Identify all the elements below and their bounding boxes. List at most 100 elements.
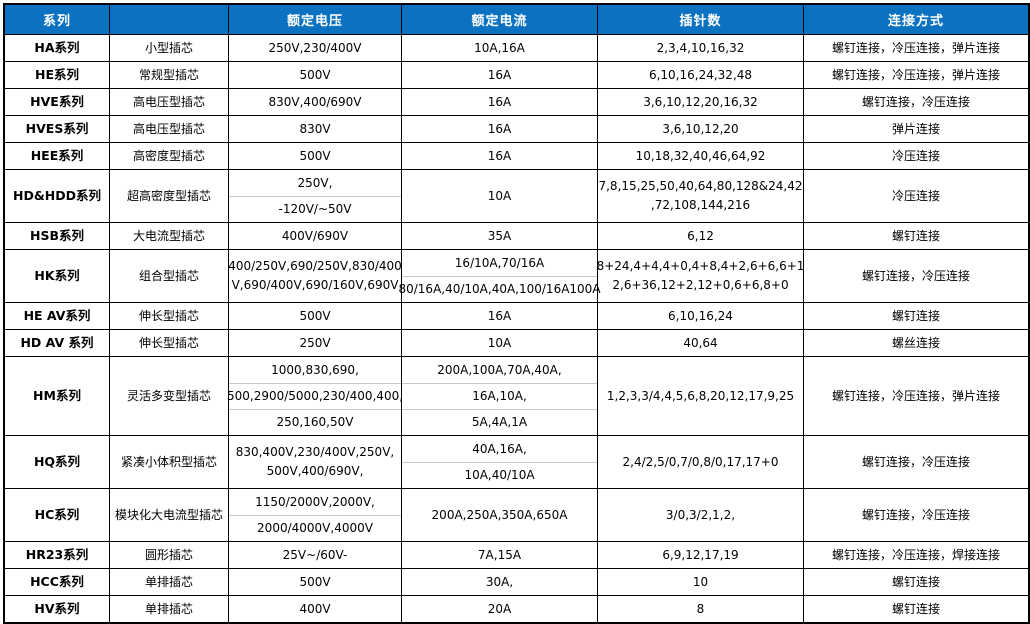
voltage-cell: 830V: [228, 116, 401, 142]
series-cell: HA系列: [5, 35, 109, 61]
voltage-cell: 1000,830,690, 500,2900/5000,230/400,400, 2…: [227, 357, 403, 435]
cell-line: 250V,: [297, 175, 333, 190]
table-row: HQ系列 紧凑小体积型插芯 830,400V,230/400V,250V, 500V,…: [5, 435, 1028, 488]
cell-line: 16A: [487, 67, 512, 82]
cell-line: 16A: [487, 94, 512, 109]
connection-cell: 螺钉连接: [803, 569, 1028, 595]
type-cell: 高电压型插芯: [109, 116, 228, 142]
voltage-cell: 400V: [228, 596, 401, 622]
series-cell: HV系列: [5, 596, 109, 622]
cell-line: 螺钉连接，冷压连接，弹片连接: [831, 67, 1000, 82]
cell-line: 20A: [487, 601, 512, 616]
cell-line: 5A,4A,1A: [402, 409, 597, 435]
cell-line: 40A,16A,: [472, 441, 527, 456]
series-cell: HEE系列: [5, 143, 109, 169]
voltage-cell: 500V: [228, 303, 401, 329]
cell-line: 螺丝连接: [891, 335, 940, 350]
cell-line: 螺钉连接，冷压连接，焊接连接: [831, 547, 1000, 562]
current-cell: 40A,16A, 10A,40/10A: [401, 436, 597, 488]
current-cell: 30A,: [401, 569, 597, 595]
current-cell: 16A: [401, 89, 597, 115]
column-header: 系列: [5, 5, 109, 34]
cell-line: 25V~/60V-: [282, 547, 348, 562]
cell-line: HD&HDD系列: [13, 188, 101, 204]
connection-cell: 弹片连接: [803, 116, 1028, 142]
cell-line: 16A: [487, 121, 512, 136]
cell-line: 250,160,50V: [229, 409, 401, 435]
cell-line: 冷压连接: [891, 148, 940, 163]
cell-line: 80/16A,40/10A,40A,100/16A100A: [398, 276, 601, 302]
voltage-cell: 830,400V,230/400V,250V, 500V,400/690V,: [228, 436, 401, 488]
type-cell: 组合型插芯: [109, 250, 228, 302]
cell-line: 螺钉连接，冷压连接: [861, 94, 970, 109]
connection-cell: 螺丝连接: [803, 330, 1028, 356]
cell-line: 小型插芯: [144, 40, 193, 55]
cell-line: 40,64: [683, 335, 718, 350]
cell-line: 圆形插芯: [144, 547, 193, 562]
connection-cell: 螺钉连接: [803, 303, 1028, 329]
cell-line: 830V: [299, 121, 331, 136]
series-cell: HD AV 系列: [5, 330, 109, 356]
column-header: [109, 5, 228, 34]
type-cell: 伸长型插芯: [109, 330, 228, 356]
cell-line: 500V: [299, 574, 331, 589]
cell-line: 2,6+36,12+2,12+0,6+6,8+0: [612, 278, 789, 292]
cell-line: 1000,830,690,: [271, 362, 359, 377]
column-header: 插针数: [597, 5, 803, 34]
type-cell: 伸长型插芯: [109, 303, 228, 329]
table-row: HM系列 灵活多变型插芯 1000,830,690, 500,2900/5000,23…: [5, 356, 1028, 435]
pins-cell: 6,10,16,24,32,48: [597, 62, 803, 88]
current-cell: 16/10A,70/16A 80/16A,40/10A,40A,100/16A10…: [398, 250, 601, 302]
cell-line: 螺钉连接: [891, 228, 940, 243]
cell-line: 10A: [487, 188, 512, 203]
pins-cell: 2,4/2,5/0,7/0,8/0,17,17+0: [597, 436, 803, 488]
cell-line: 7,8,15,25,50,40,64,80,128&24,42: [598, 179, 803, 193]
current-cell: 16A: [401, 303, 597, 329]
cell-line: 2000/4000V,4000V: [229, 515, 401, 541]
cell-line: 组合型插芯: [138, 268, 199, 283]
cell-line: HD AV 系列: [20, 335, 94, 351]
type-cell: 超高密度型插芯: [109, 170, 228, 222]
cell-line: 500V,400/690V,: [266, 464, 364, 478]
voltage-cell: 500V: [228, 569, 401, 595]
type-cell: 灵活多变型插芯: [109, 357, 228, 435]
current-cell: 200A,250A,350A,650A: [401, 489, 597, 541]
cell-line: HCC系列: [30, 574, 84, 590]
current-cell: 10A: [401, 330, 597, 356]
pins-cell: 10,18,32,40,46,64,92: [597, 143, 803, 169]
cell-line: 高电压型插芯: [132, 121, 205, 136]
voltage-cell: 25V~/60V-: [228, 542, 401, 568]
cell-line: HR23系列: [25, 547, 89, 563]
connection-cell: 螺钉连接，冷压连接，弹片连接: [803, 357, 1028, 435]
table-row: HD AV 系列 伸长型插芯 250V 10A 40,64 螺丝连接: [5, 329, 1028, 356]
cell-line: 伸长型插芯: [138, 308, 199, 323]
current-cell: 7A,15A: [401, 542, 597, 568]
current-cell: 16A: [401, 143, 597, 169]
table-row: HVE系列 高电压型插芯 830V,400/690V 16A 3,6,10,12,20,…: [5, 88, 1028, 115]
pins-cell: 10: [597, 569, 803, 595]
cell-line: 10A,40/10A: [402, 462, 597, 488]
series-cell: HVES系列: [5, 116, 109, 142]
pins-cell: 3/0,3/2,1,2,: [597, 489, 803, 541]
cell-line: 大电流型插芯: [132, 228, 205, 243]
cell-line: HEE系列: [30, 148, 84, 164]
voltage-cell: 250V, -120V/~50V: [228, 170, 401, 222]
series-cell: HCC系列: [5, 569, 109, 595]
series-cell: HSB系列: [5, 223, 109, 249]
cell-line: 400/250V,690/250V,830/400: [228, 259, 402, 273]
cell-line: 高电压型插芯: [132, 94, 205, 109]
type-cell: 紧凑小体积型插芯: [109, 436, 228, 488]
cell-line: V,690/400V,690/160V,690V: [231, 278, 399, 292]
connection-cell: 螺钉连接，冷压连接: [803, 89, 1028, 115]
cell-line: 30A,: [485, 574, 514, 589]
type-cell: 高密度型插芯: [109, 143, 228, 169]
cell-line: HE AV系列: [23, 308, 91, 324]
cell-line: HQ系列: [33, 454, 81, 470]
column-header-label: 额定电压: [286, 14, 343, 29]
pins-cell: 6,10,16,24: [597, 303, 803, 329]
table-row: HD&HDD系列 超高密度型插芯 250V, -120V/~50V 10A 7,8,15,…: [5, 169, 1028, 222]
cell-line: 830,400V,230/400V,250V,: [235, 445, 395, 459]
cell-line: 7A,15A: [477, 547, 522, 562]
cell-line: 螺钉连接，冷压连接: [861, 268, 970, 283]
cell-line: 伸长型插芯: [138, 335, 199, 350]
